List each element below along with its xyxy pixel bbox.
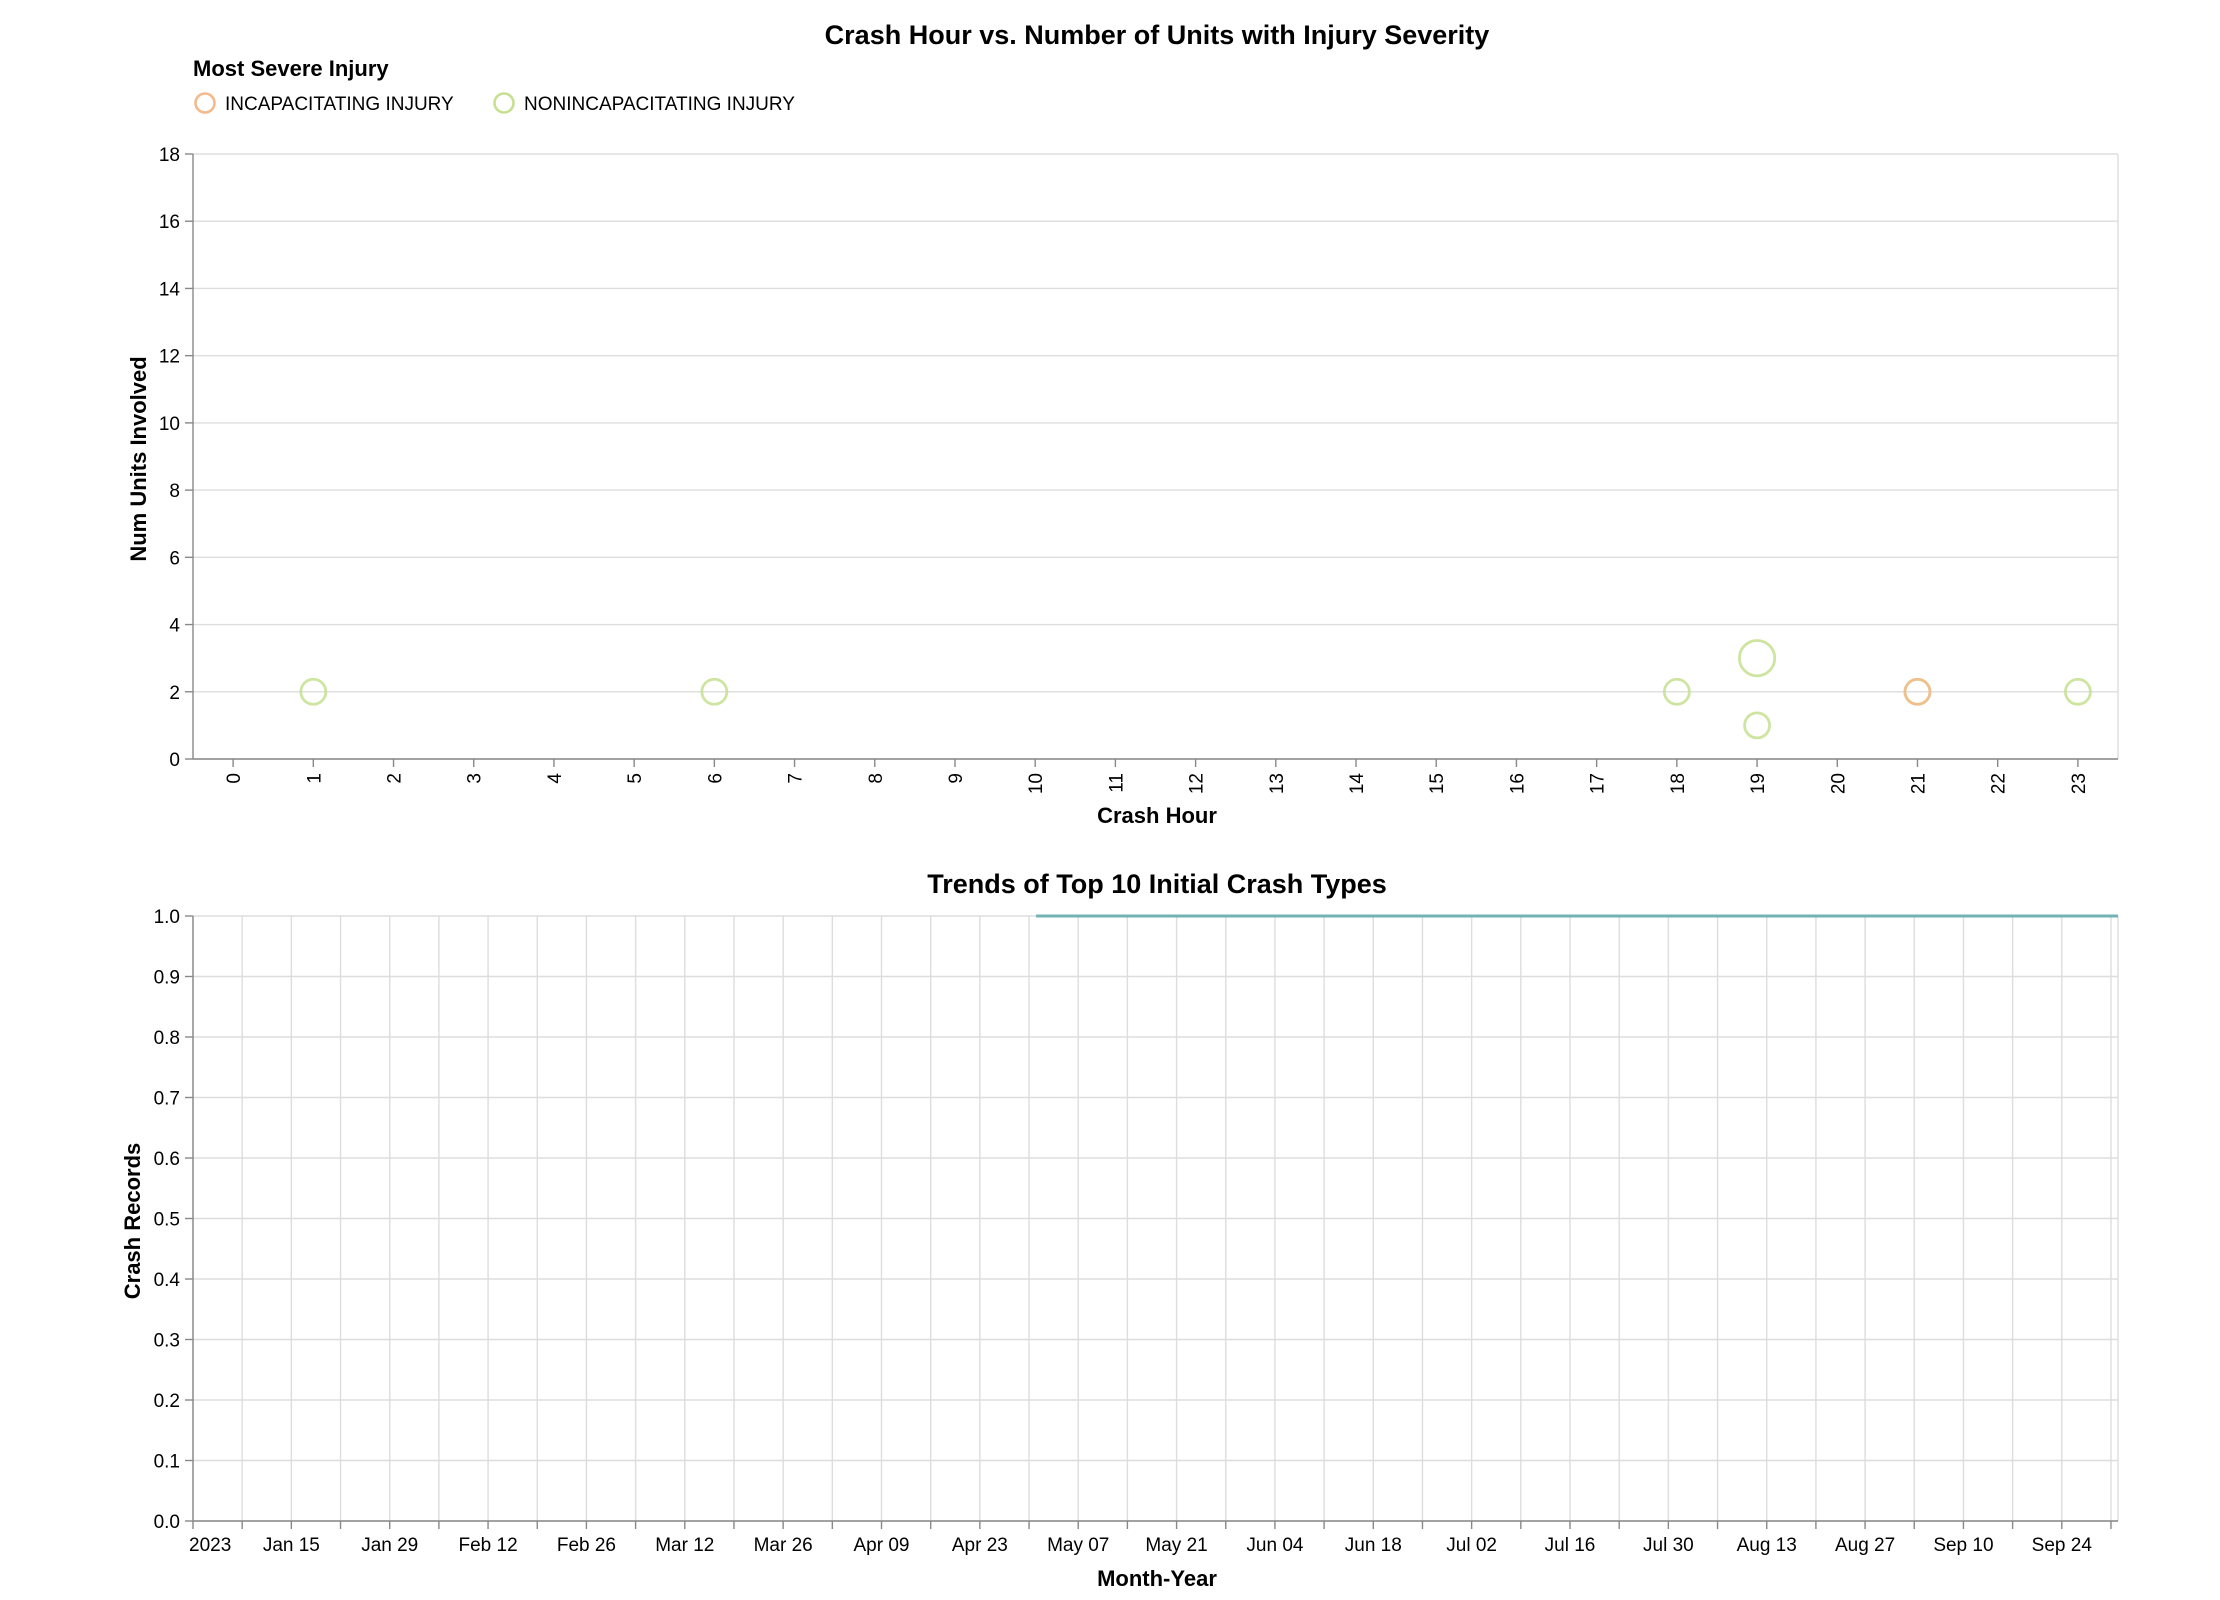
data-point: [700, 677, 729, 706]
data-point: [1662, 677, 1691, 706]
y-tick-label: 0.3: [154, 1331, 180, 1352]
x-tick-label: 4: [545, 773, 566, 784]
x-tick-label: Jun 04: [1246, 1535, 1303, 1556]
x-tick-label: Jun 18: [1345, 1535, 1402, 1556]
x-tick-label: Jan 29: [361, 1535, 418, 1556]
y-tick-label: 0: [169, 750, 180, 771]
x-tick-label: Jan 15: [263, 1535, 320, 1556]
data-point: [299, 677, 328, 706]
chart2-x-axis-title: Month-Year: [1097, 1566, 1217, 1591]
x-tick-label: Feb 12: [458, 1535, 517, 1556]
scatter-chart: Crash Hour vs. Number of Units with Inju…: [126, 20, 2119, 828]
y-tick-label: 14: [159, 279, 181, 300]
y-tick-label: 12: [159, 347, 180, 368]
y-tick-label: 0.7: [154, 1089, 180, 1110]
y-tick-label: 4: [169, 616, 180, 637]
data-point: [1743, 711, 1771, 740]
x-tick-label: 9: [946, 773, 967, 784]
x-tick-label: Jul 02: [1446, 1535, 1497, 1556]
x-tick-label: Sep 10: [1933, 1535, 1993, 1556]
x-tick-label: Apr 09: [854, 1535, 910, 1556]
y-tick-label: 16: [159, 212, 180, 233]
y-tick-label: 0.4: [154, 1270, 181, 1291]
x-tick-label: 23: [2069, 773, 2090, 794]
y-tick-label: 0.6: [154, 1149, 180, 1170]
chart1-points: [299, 639, 2092, 740]
y-tick-label: 0.2: [154, 1391, 180, 1412]
legend-label-nonincapacitating: NONINCAPACITATING INJURY: [524, 94, 795, 115]
x-tick-label: Aug 13: [1737, 1535, 1797, 1556]
legend-label-incapacitating: INCAPACITATING INJURY: [225, 94, 454, 115]
x-tick-label: 1: [304, 773, 325, 784]
x-tick-label: 10: [1026, 773, 1047, 794]
chart1-title: Crash Hour vs. Number of Units with Inju…: [825, 20, 1490, 50]
x-tick-label: 12: [1187, 773, 1208, 794]
legend-symbol-nonincapacitating: [493, 92, 515, 114]
y-tick-label: 2: [169, 683, 180, 704]
line-chart: Trends of Top 10 Initial Crash Types 0.0…: [120, 869, 2119, 1591]
x-tick-label: 7: [786, 773, 807, 784]
x-tick-label: Feb 26: [557, 1535, 616, 1556]
x-tick-label: 13: [1267, 773, 1288, 794]
y-tick-label: 0.0: [154, 1512, 180, 1533]
y-tick-label: 6: [169, 548, 180, 569]
x-tick-label: 22: [1989, 773, 2010, 794]
x-tick-label: 17: [1588, 773, 1609, 794]
x-tick-label: 21: [1908, 773, 1929, 794]
x-tick-label: May 21: [1145, 1535, 1207, 1556]
x-tick-label: 6: [705, 773, 726, 784]
x-tick-label: 19: [1748, 773, 1769, 794]
x-tick-label: 18: [1668, 773, 1689, 794]
x-tick-label: 11: [1106, 773, 1127, 793]
x-tick-label: 8: [866, 773, 887, 784]
legend-symbol-incapacitating: [194, 92, 216, 114]
chart2-y-axis-title: Crash Records: [120, 1143, 145, 1300]
y-tick-label: 0.9: [154, 968, 180, 989]
legend: Most Severe Injury INCAPACITATING INJURY…: [193, 56, 795, 115]
legend-title: Most Severe Injury: [193, 56, 389, 81]
x-tick-label: 2023: [189, 1535, 231, 1556]
chart2-gridlines: [192, 915, 2119, 1522]
data-point: [1903, 677, 1932, 706]
chart2-axes: 0.0 0.1 0.2 0.3 0.4 0.5 0.6 0.7 0.8 0.9 1.0 2023 Jan…: [154, 907, 2118, 1556]
x-tick-label: 3: [465, 773, 486, 784]
y-tick-label: 1.0: [154, 907, 180, 928]
x-tick-label: Jul 16: [1545, 1535, 1596, 1556]
chart1-y-axis-title: Num Units Involved: [126, 356, 151, 561]
x-tick-label: Mar 26: [754, 1535, 813, 1556]
chart1-gridlines: [193, 153, 2119, 760]
chart1-x-axis-title: Crash Hour: [1097, 803, 1217, 828]
x-tick-label: Jul 30: [1643, 1535, 1694, 1556]
y-tick-label: 18: [159, 145, 180, 166]
y-tick-label: 0.8: [154, 1028, 180, 1049]
x-tick-label: 2: [385, 773, 406, 784]
x-tick-label: May 07: [1047, 1535, 1109, 1556]
x-tick-label: Sep 24: [2032, 1535, 2093, 1556]
y-tick-label: 0.1: [154, 1452, 180, 1473]
x-tick-label: 15: [1427, 773, 1448, 794]
x-tick-label: 16: [1507, 773, 1528, 794]
y-tick-label: 0.5: [154, 1210, 180, 1231]
y-tick-label: 8: [169, 481, 180, 502]
data-point: [1737, 639, 1777, 678]
x-tick-label: 14: [1347, 773, 1368, 795]
x-tick-label: Mar 12: [655, 1535, 714, 1556]
x-tick-label: 20: [1828, 773, 1849, 794]
y-tick-label: 10: [159, 414, 180, 435]
x-tick-label: Aug 27: [1835, 1535, 1895, 1556]
x-tick-label: Apr 23: [952, 1535, 1008, 1556]
chart2-title: Trends of Top 10 Initial Crash Types: [927, 869, 1387, 899]
data-point: [2063, 677, 2092, 706]
x-tick-label: 5: [625, 773, 646, 784]
x-tick-label: 0: [224, 773, 245, 784]
